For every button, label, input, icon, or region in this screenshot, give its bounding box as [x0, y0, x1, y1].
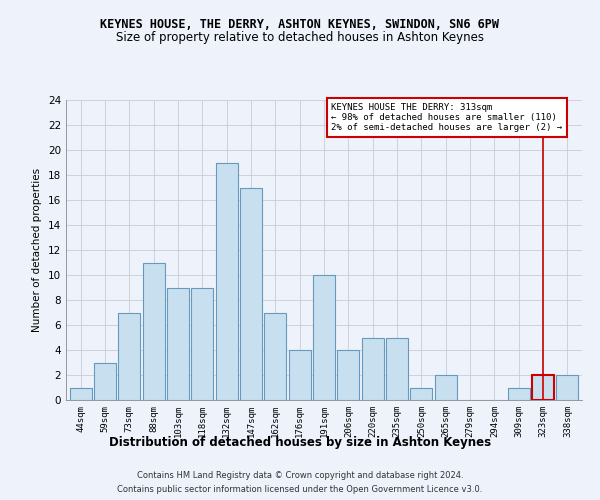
Bar — [435, 375, 457, 400]
Text: Size of property relative to detached houses in Ashton Keynes: Size of property relative to detached ho… — [116, 31, 484, 44]
Bar — [167, 288, 189, 400]
Bar — [240, 188, 262, 400]
Bar — [94, 362, 116, 400]
Bar — [410, 388, 433, 400]
Bar — [508, 388, 530, 400]
Bar — [362, 338, 383, 400]
Text: Contains HM Land Registry data © Crown copyright and database right 2024.: Contains HM Land Registry data © Crown c… — [137, 472, 463, 480]
Bar — [215, 162, 238, 400]
Y-axis label: Number of detached properties: Number of detached properties — [32, 168, 43, 332]
Bar — [337, 350, 359, 400]
Bar — [191, 288, 213, 400]
Bar — [532, 375, 554, 400]
Bar — [313, 275, 335, 400]
Bar — [386, 338, 408, 400]
Text: Contains public sector information licensed under the Open Government Licence v3: Contains public sector information licen… — [118, 484, 482, 494]
Text: KEYNES HOUSE, THE DERRY, ASHTON KEYNES, SWINDON, SN6 6PW: KEYNES HOUSE, THE DERRY, ASHTON KEYNES, … — [101, 18, 499, 30]
Bar — [289, 350, 311, 400]
Bar — [556, 375, 578, 400]
Text: KEYNES HOUSE THE DERRY: 313sqm
← 98% of detached houses are smaller (110)
2% of : KEYNES HOUSE THE DERRY: 313sqm ← 98% of … — [331, 102, 562, 132]
Bar — [118, 312, 140, 400]
Text: Distribution of detached houses by size in Ashton Keynes: Distribution of detached houses by size … — [109, 436, 491, 449]
Bar — [143, 262, 164, 400]
Bar — [70, 388, 92, 400]
Bar — [265, 312, 286, 400]
